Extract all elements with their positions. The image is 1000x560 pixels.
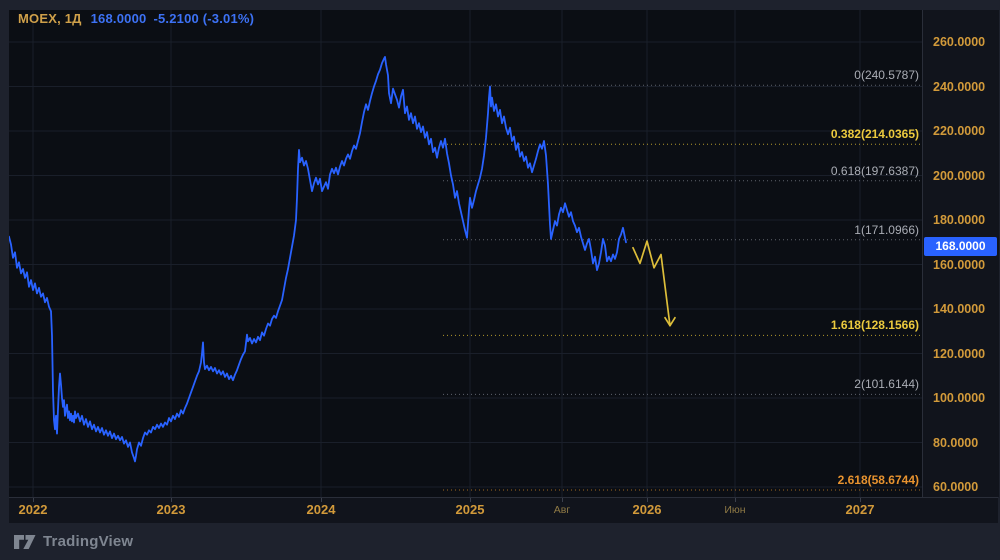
price-tick-label: 260.0000	[933, 35, 986, 49]
fib-level-label[interactable]: 2.618(58.6744)	[837, 472, 919, 487]
price-chart-plot[interactable]: MOEX, 1Д 168.0000 -5.2100 (-3.01%) 0(240.5…	[9, 10, 922, 497]
time-tick-label: 2026	[632, 502, 662, 517]
price-line	[9, 56, 627, 463]
projection-arrowhead	[664, 316, 676, 327]
time-tick-mark	[860, 498, 861, 502]
time-axis[interactable]: 2022 2023 2024 2025 Авг 2026 Июн 2027	[9, 497, 998, 524]
fib-level-label[interactable]: 0.618(197.6387)	[830, 163, 919, 178]
change-value: -5.2100 (-3.01%)	[153, 11, 255, 26]
tradingview-logo[interactable]: TradingView	[14, 533, 133, 550]
time-tick-label: Июн	[724, 504, 746, 516]
time-tick-label: Авг	[553, 504, 571, 516]
tradingview-logo-icon	[14, 534, 36, 549]
price-tick-label: 80.0000	[933, 435, 979, 450]
fib-level-label[interactable]: 0(240.5787)	[854, 68, 919, 83]
price-tick-label: 60.0000	[933, 480, 979, 494]
price-axis[interactable]: 260.0000 240.0000 220.0000 200.0000 180.0000…	[922, 10, 999, 497]
time-tick-mark	[647, 498, 648, 502]
fib-level-label[interactable]: 1(171.0966)	[854, 222, 919, 237]
time-tick-mark	[33, 498, 34, 502]
fib-level-label[interactable]: 2(101.6144)	[854, 377, 919, 392]
symbol-name: MOEX, 1Д	[18, 11, 82, 26]
time-tick-label: 2027	[845, 502, 875, 517]
time-tick-label: 2025	[455, 502, 485, 517]
price-tick-label: 160.0000	[933, 257, 986, 272]
time-tick-label: 2022	[18, 502, 48, 517]
time-tick-mark	[321, 498, 322, 502]
time-tick-mark	[171, 498, 172, 502]
symbol-legend[interactable]: MOEX, 1Д 168.0000 -5.2100 (-3.01%)	[18, 11, 254, 26]
time-tick-mark	[562, 498, 563, 502]
time-tick-label: 2023	[156, 502, 186, 517]
last-price-label: 168.0000	[924, 237, 997, 257]
price-tick-label: 180.0000	[933, 213, 986, 227]
price-tick-label: 240.0000	[933, 79, 986, 94]
tradingview-logo-text: TradingView	[43, 533, 134, 550]
price-tick-label: 140.0000	[933, 302, 986, 316]
price-tick-label: 200.0000	[933, 168, 986, 183]
price-tick-label: 120.0000	[933, 346, 986, 361]
chart-canvas	[9, 10, 922, 497]
last-value: 168.0000	[90, 11, 147, 26]
price-tick-label: 220.0000	[933, 124, 986, 138]
time-tick-mark	[470, 498, 471, 502]
fib-level-label[interactable]: 1.618(128.1566)	[830, 318, 919, 333]
fib-level-label[interactable]: 0.382(214.0365)	[830, 127, 919, 142]
projection-line	[632, 240, 671, 327]
bottom-bar: TradingView	[0, 523, 1000, 560]
time-tick-mark	[735, 498, 736, 502]
time-tick-label: 2024	[306, 502, 336, 517]
price-tick-label: 100.0000	[933, 391, 986, 405]
